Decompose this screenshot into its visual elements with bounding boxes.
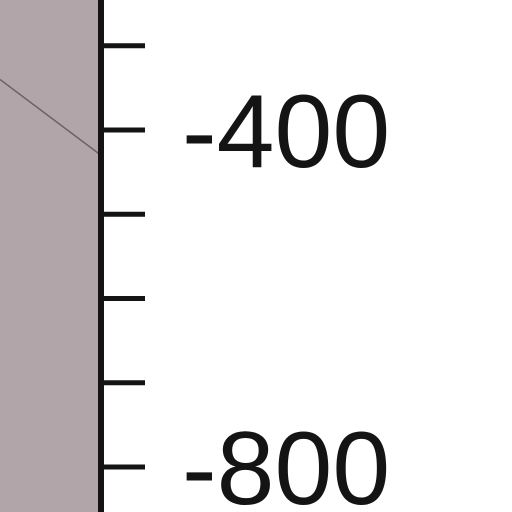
- y-tick-label-neg400: -400: [182, 74, 390, 190]
- series-line: [0, 78, 102, 156]
- plot-area: [0, 0, 101, 512]
- y-axis-ticks: [101, 43, 145, 470]
- y-axis-tick-labels: -400 -800: [182, 74, 390, 512]
- y-tick-label-neg800: -800: [182, 411, 390, 512]
